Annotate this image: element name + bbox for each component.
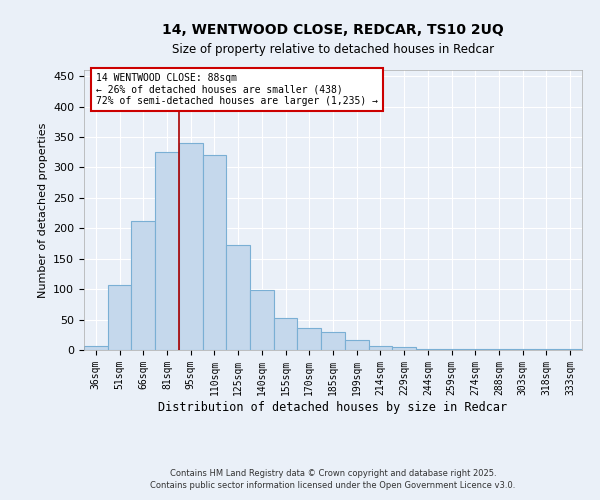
- Bar: [84, 346, 108, 350]
- Bar: [368, 346, 392, 350]
- Bar: [226, 246, 250, 350]
- Text: 14 WENTWOOD CLOSE: 88sqm
← 26% of detached houses are smaller (438)
72% of semi-: 14 WENTWOOD CLOSE: 88sqm ← 26% of detach…: [96, 73, 378, 106]
- X-axis label: Distribution of detached houses by size in Redcar: Distribution of detached houses by size …: [158, 400, 508, 413]
- Bar: [298, 328, 321, 350]
- Bar: [416, 349, 440, 350]
- Text: 14, WENTWOOD CLOSE, REDCAR, TS10 2UQ: 14, WENTWOOD CLOSE, REDCAR, TS10 2UQ: [162, 22, 504, 36]
- Bar: [108, 285, 131, 350]
- Bar: [440, 349, 463, 350]
- Text: Contains HM Land Registry data © Crown copyright and database right 2025.: Contains HM Land Registry data © Crown c…: [170, 468, 496, 477]
- Bar: [131, 221, 155, 350]
- Bar: [274, 318, 298, 350]
- Bar: [321, 332, 345, 350]
- Bar: [463, 349, 487, 350]
- Text: Size of property relative to detached houses in Redcar: Size of property relative to detached ho…: [172, 42, 494, 56]
- Bar: [345, 340, 368, 350]
- Text: Contains public sector information licensed under the Open Government Licence v3: Contains public sector information licen…: [151, 481, 515, 490]
- Bar: [487, 349, 511, 350]
- Bar: [155, 152, 179, 350]
- Bar: [250, 290, 274, 350]
- Bar: [203, 155, 226, 350]
- Y-axis label: Number of detached properties: Number of detached properties: [38, 122, 47, 298]
- Bar: [179, 143, 203, 350]
- Bar: [392, 347, 416, 350]
